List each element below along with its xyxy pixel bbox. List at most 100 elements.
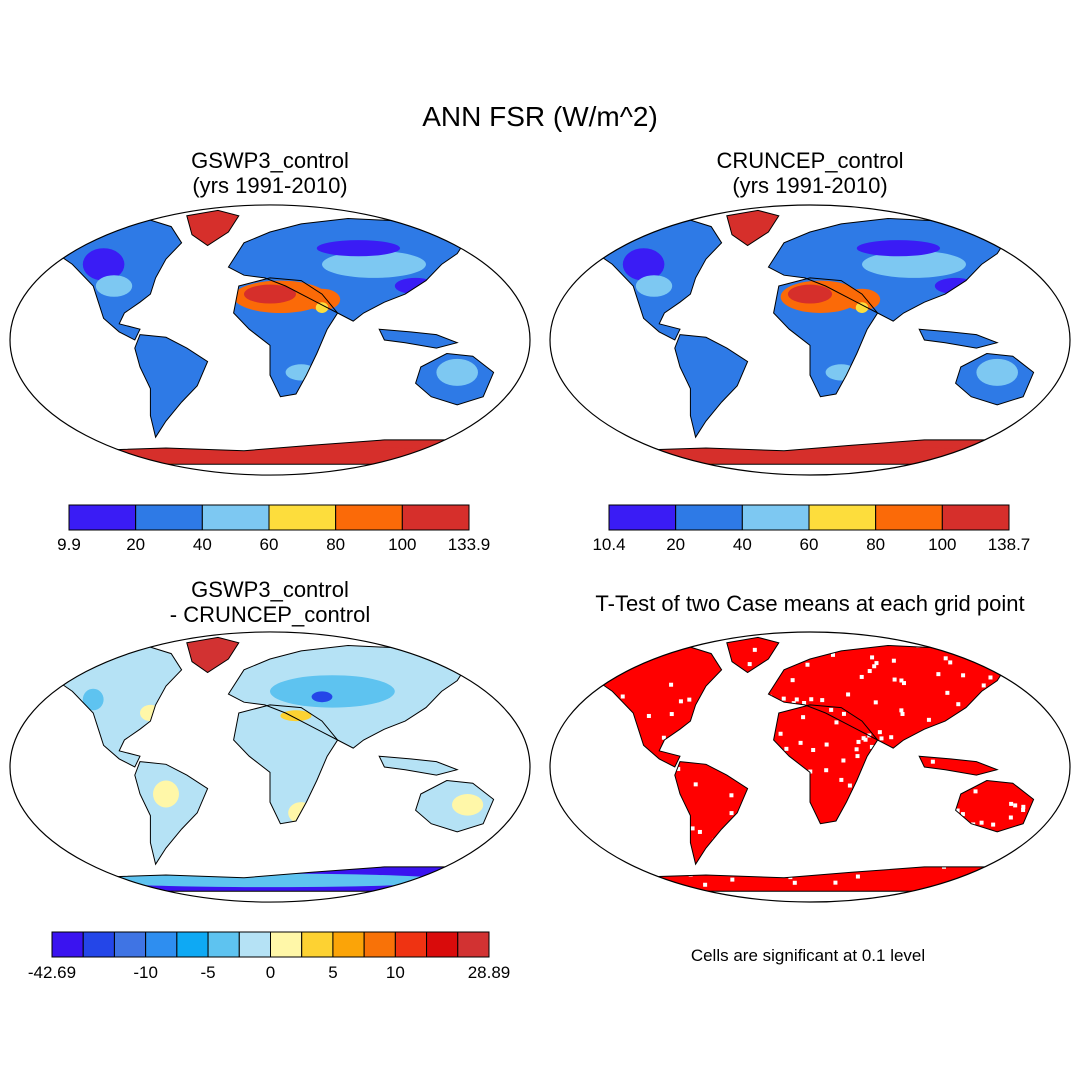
- colorbar-box: [270, 931, 303, 958]
- nonsignificant-cell: [872, 664, 877, 669]
- nonsignificant-cell: [834, 720, 839, 725]
- nonsignificant-cell: [637, 649, 642, 654]
- nonsignificant-cell: [678, 699, 683, 704]
- coastline-greenland: [186, 209, 240, 247]
- colorbar-label: 100: [388, 535, 416, 554]
- nonsignificant-cell: [956, 702, 961, 707]
- nonsignificant-cell: [830, 652, 835, 657]
- nonsignificant-cell: [559, 831, 563, 835]
- nonsignificant-cell: [943, 656, 948, 661]
- nonsignificant-cell: [877, 730, 882, 735]
- nonsignificant-cell: [899, 678, 904, 683]
- coastline-eurasia: [767, 217, 1009, 322]
- map-difference: [9, 631, 531, 903]
- coastline-eurasia: [227, 644, 469, 749]
- map-ttest: [550, 632, 1070, 902]
- nonsignificant-cell: [594, 679, 599, 684]
- nonsignificant-cell: [805, 662, 810, 667]
- nonsignificant-cell: [641, 652, 646, 657]
- nonsignificant-cell: [874, 661, 879, 666]
- nonsignificant-cell: [955, 808, 960, 813]
- map-gswp3: [10, 205, 530, 475]
- panel-title-gswp3: GSWP3_control (yrs 1991-2010): [191, 148, 349, 198]
- panel-title-cruncep: CRUNCEP_control (yrs 1991-2010): [716, 148, 903, 198]
- colorbar-box: [176, 931, 209, 958]
- colorbar-box: [301, 931, 334, 958]
- nonsignificant-cell: [591, 865, 596, 870]
- nonsignificant-cell: [596, 880, 601, 885]
- australia-yellow: [452, 794, 484, 816]
- nonsignificant-cell: [808, 769, 813, 774]
- nonsignificant-cell: [801, 715, 806, 720]
- nonsignificant-cell: [638, 879, 643, 884]
- panel-title-difference: GSWP3_control - CRUNCEP_control: [170, 577, 371, 627]
- nonsignificant-cell: [892, 677, 897, 682]
- nonsignificant-cell: [636, 640, 641, 645]
- nonsignificant-cell: [593, 656, 598, 661]
- nonsignificant-cell: [703, 882, 708, 887]
- nonsignificant-cell: [559, 684, 563, 688]
- coastline-africa: [233, 277, 339, 398]
- colorbar-label: -10: [133, 963, 158, 982]
- nonsignificant-cell: [811, 747, 816, 752]
- nonsignificant-cell: [635, 640, 640, 645]
- nonsignificant-cell: [889, 735, 894, 740]
- coastline-southAmerica: [134, 334, 209, 439]
- nonsignificant-cell: [869, 744, 874, 749]
- colorbar-label: 10: [386, 963, 405, 982]
- asia-light: [322, 250, 426, 278]
- colorbar-box: [675, 504, 743, 531]
- nonsignificant-cell: [879, 736, 884, 741]
- nonsignificant-cell: [900, 711, 905, 716]
- nonsignificant-cell: [979, 820, 984, 825]
- nonsignificant-cell: [873, 700, 878, 705]
- nonsignificant-cell: [802, 701, 807, 706]
- colorbar-label: 0: [266, 963, 275, 982]
- colorbar-label: 20: [126, 535, 145, 554]
- coastline-australia: [955, 352, 1035, 406]
- na-dark: [622, 248, 665, 281]
- nonsignificant-cell: [620, 694, 625, 699]
- coastline-indonesia: [918, 755, 999, 776]
- nonsignificant-cell: [960, 812, 965, 817]
- nonsignificant-cell: [592, 645, 597, 650]
- nonsignificant-cell: [987, 662, 992, 667]
- nonsignificant-cell: [554, 824, 558, 828]
- nonsignificant-cell: [557, 646, 561, 650]
- horn-yellow: [315, 302, 329, 313]
- nonsignificant-cell: [747, 662, 752, 667]
- land-northAmerica: [596, 645, 722, 767]
- colorbar-difference: -42.69 -10 -5 0 5 10 28.89: [28, 931, 510, 982]
- sahara-orange: [280, 710, 312, 722]
- coastline-africa: [773, 277, 879, 398]
- map-border-ttest: [549, 631, 1071, 903]
- land-greenland: [186, 210, 239, 246]
- nonsignificant-cell: [1031, 849, 1036, 854]
- nonsignificant-cell: [592, 675, 597, 680]
- nonsignificant-cell: [809, 697, 814, 702]
- nonsignificant-cell: [1021, 804, 1026, 809]
- antarctic-blue: [88, 873, 452, 888]
- desert-core: [244, 284, 296, 304]
- colorbar-box: [875, 504, 943, 531]
- na-light: [635, 275, 673, 297]
- colorbar-box: [401, 504, 470, 531]
- colorbar-cruncep: 10.4 20 40 60 80 100 138.7: [592, 504, 1030, 554]
- significance-note: Cells are significant at 0.1 level: [690, 946, 926, 965]
- nonsignificant-cell: [554, 728, 558, 732]
- nonsignificant-cell: [829, 707, 834, 712]
- nonsignificant-cell: [1050, 853, 1054, 857]
- colorbar-box: [608, 504, 677, 531]
- coastline-greenland: [726, 636, 780, 674]
- colorbar-box: [363, 931, 396, 958]
- colorbar-box: [808, 504, 877, 531]
- nonsignificant-cell: [693, 782, 698, 787]
- colorbar-box: [394, 931, 428, 958]
- nonsignificant-cell: [1021, 807, 1026, 812]
- nonsignificant-cell: [839, 777, 844, 782]
- nonsignificant-cell: [669, 712, 674, 717]
- colorbar-box: [941, 504, 1010, 531]
- panel-title-line: CRUNCEP_control: [716, 148, 904, 173]
- colorbar-box: [68, 504, 137, 531]
- land-indonesia: [379, 756, 458, 776]
